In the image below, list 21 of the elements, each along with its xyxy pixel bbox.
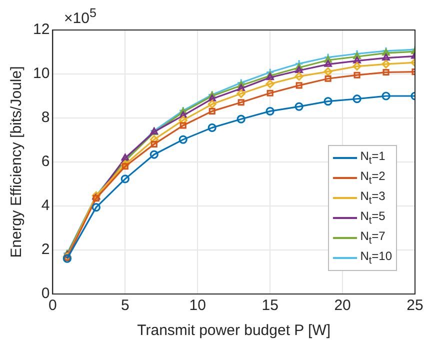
legend-label: N$_{t}$=1 (360, 149, 386, 167)
x-axis-title: Transmit power budget P [W] (137, 322, 331, 340)
y-axis-title: Energy Efficiency [bits/Joule] (8, 66, 26, 258)
text: ×10$^{5}$ (64, 6, 96, 27)
x-tick-label: 5 (120, 297, 130, 314)
x-tick-label: 20 (334, 297, 351, 314)
x-tick-label: 25 (406, 297, 424, 314)
y-tick-label: 4 (41, 197, 50, 214)
x-tick-label: 15 (262, 297, 278, 314)
y-tick-label: 0 (41, 285, 50, 302)
y-tick-label: 8 (41, 109, 50, 126)
y-tick-label: 10 (32, 65, 50, 82)
legend-label: N$_{t}$=7 (360, 229, 386, 247)
y-tick-label: 12 (32, 21, 50, 38)
legend-label: N$_{t}$=3 (360, 189, 386, 207)
legend-label: N$_{t}$=2 (360, 169, 386, 187)
legend-label: N$_{t}$=5 (360, 209, 386, 227)
x-tick-label: 10 (189, 297, 206, 314)
legend-label: N$_{t}$=10 (360, 249, 392, 267)
y-tick-label: 2 (41, 241, 50, 258)
y-tick-label: 6 (41, 153, 50, 170)
